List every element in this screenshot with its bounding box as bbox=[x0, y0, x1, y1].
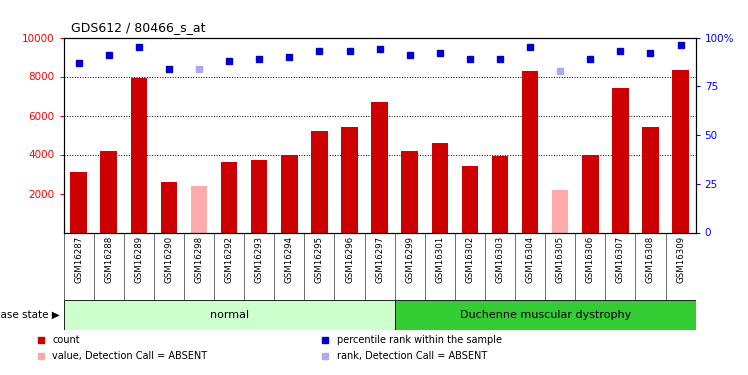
Text: GSM16309: GSM16309 bbox=[676, 236, 685, 283]
Bar bbox=[672, 70, 689, 232]
Text: GSM16288: GSM16288 bbox=[104, 236, 113, 283]
Bar bbox=[131, 78, 147, 232]
Bar bbox=[522, 70, 539, 232]
Text: GDS612 / 80466_s_at: GDS612 / 80466_s_at bbox=[71, 21, 206, 34]
Text: GSM16301: GSM16301 bbox=[435, 236, 444, 283]
Text: GSM16298: GSM16298 bbox=[194, 236, 203, 283]
Text: GSM16294: GSM16294 bbox=[285, 236, 294, 283]
Text: GSM16306: GSM16306 bbox=[586, 236, 595, 283]
Text: GSM16299: GSM16299 bbox=[405, 236, 414, 283]
Text: normal: normal bbox=[209, 310, 248, 320]
Text: GSM16290: GSM16290 bbox=[165, 236, 174, 283]
Text: GSM16287: GSM16287 bbox=[74, 236, 83, 283]
Bar bbox=[395, 300, 696, 330]
Text: GSM16295: GSM16295 bbox=[315, 236, 324, 283]
Bar bbox=[191, 186, 207, 232]
Text: GSM16293: GSM16293 bbox=[255, 236, 264, 283]
Text: percentile rank within the sample: percentile rank within the sample bbox=[337, 334, 502, 345]
Bar bbox=[491, 156, 509, 232]
Text: GSM16307: GSM16307 bbox=[616, 236, 625, 283]
Bar bbox=[643, 127, 659, 232]
Bar bbox=[612, 88, 628, 232]
Bar bbox=[552, 190, 568, 232]
Text: GSM16292: GSM16292 bbox=[224, 236, 233, 283]
Text: GSM16303: GSM16303 bbox=[495, 236, 504, 283]
Bar bbox=[221, 162, 237, 232]
Bar bbox=[311, 131, 328, 232]
Bar bbox=[402, 151, 418, 232]
Bar bbox=[462, 166, 478, 232]
Bar bbox=[251, 160, 268, 232]
Text: value, Detection Call = ABSENT: value, Detection Call = ABSENT bbox=[52, 351, 207, 361]
Text: GSM16304: GSM16304 bbox=[526, 236, 535, 283]
Text: rank, Detection Call = ABSENT: rank, Detection Call = ABSENT bbox=[337, 351, 487, 361]
Text: disease state ▶: disease state ▶ bbox=[0, 310, 60, 320]
Text: GSM16289: GSM16289 bbox=[135, 236, 144, 283]
Text: GSM16296: GSM16296 bbox=[345, 236, 354, 283]
Bar bbox=[582, 154, 598, 232]
Bar bbox=[70, 172, 87, 232]
Bar bbox=[64, 300, 395, 330]
Bar bbox=[371, 102, 388, 232]
Bar bbox=[161, 182, 177, 232]
Bar bbox=[341, 127, 358, 232]
Text: Duchenne muscular dystrophy: Duchenne muscular dystrophy bbox=[459, 310, 631, 320]
Text: GSM16305: GSM16305 bbox=[556, 236, 565, 283]
Bar bbox=[100, 151, 117, 232]
Bar bbox=[281, 154, 298, 232]
Text: GSM16308: GSM16308 bbox=[646, 236, 655, 283]
Text: GSM16297: GSM16297 bbox=[375, 236, 384, 283]
Bar bbox=[432, 143, 448, 232]
Text: GSM16302: GSM16302 bbox=[465, 236, 474, 283]
Text: count: count bbox=[52, 334, 80, 345]
